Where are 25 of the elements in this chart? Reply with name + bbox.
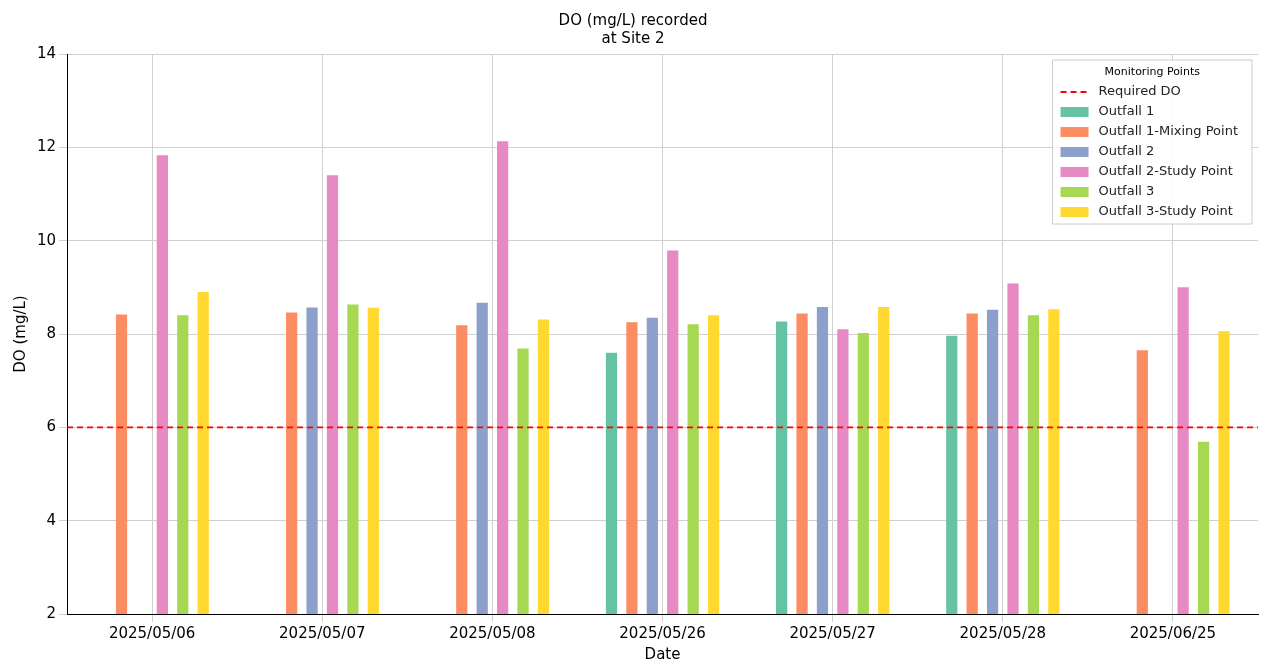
legend-label: Required DO <box>1098 83 1181 99</box>
chart-title: DO (mg/L) recorded at Site 2 <box>558 10 708 47</box>
y-tick-label: 10 <box>36 230 57 249</box>
x-tick-label: 2025/05/27 <box>789 623 876 642</box>
legend-title: Monitoring Points <box>1104 64 1201 78</box>
legend-label: Outfall 1-Mixing Point <box>1098 123 1238 139</box>
y-tick-label: 14 <box>36 43 57 62</box>
y-tick-label: 6 <box>46 417 57 436</box>
y-tick-label: 12 <box>36 137 57 156</box>
y-axis-title: DO (mg/L) <box>10 295 29 373</box>
x-tick-label: 2025/06/25 <box>1129 623 1217 642</box>
y-tick-label: 4 <box>46 510 57 529</box>
legend-label: Outfall 2 <box>1098 143 1155 159</box>
legend-label: Outfall 3 <box>1098 183 1155 199</box>
x-tick-label: 2025/05/26 <box>619 623 706 642</box>
y-tick-label: 2 <box>46 603 57 622</box>
legend-label: Outfall 1 <box>1098 103 1155 119</box>
x-tick-label: 2025/05/06 <box>108 623 196 642</box>
x-tick-label: 2025/05/28 <box>959 623 1047 642</box>
x-axis-title: Date <box>644 644 681 663</box>
legend-label: Outfall 2-Study Point <box>1098 163 1233 179</box>
legend-label: Outfall 3-Study Point <box>1098 203 1233 219</box>
x-tick-label: 2025/05/08 <box>449 623 536 642</box>
x-tick-label: 2025/05/07 <box>279 623 366 642</box>
y-tick-label: 8 <box>46 323 57 342</box>
